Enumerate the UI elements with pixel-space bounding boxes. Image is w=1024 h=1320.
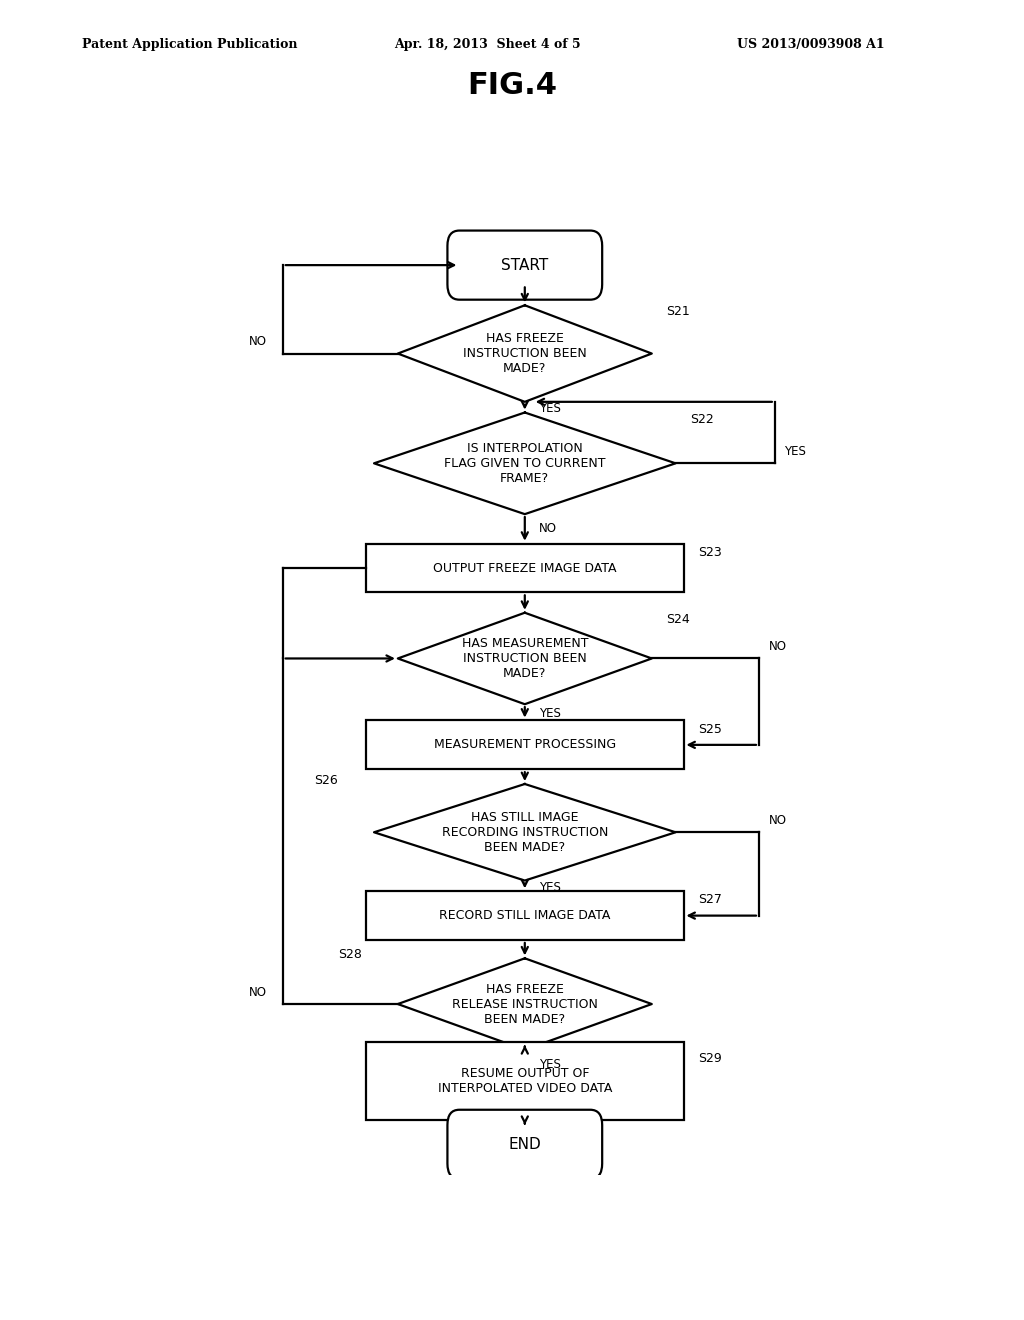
Text: S22: S22 [690,413,714,425]
Text: RESUME OUTPUT OF
INTERPOLATED VIDEO DATA: RESUME OUTPUT OF INTERPOLATED VIDEO DATA [437,1068,612,1096]
Text: START: START [501,257,549,273]
Text: YES: YES [784,445,806,458]
Text: Patent Application Publication: Patent Application Publication [82,38,297,51]
Text: YES: YES [539,403,561,416]
Text: NO: NO [249,335,267,348]
Text: Apr. 18, 2013  Sheet 4 of 5: Apr. 18, 2013 Sheet 4 of 5 [394,38,581,51]
Text: NO: NO [249,986,267,999]
Polygon shape [397,612,652,704]
Text: RECORD STILL IMAGE DATA: RECORD STILL IMAGE DATA [439,909,610,923]
Text: US 2013/0093908 A1: US 2013/0093908 A1 [737,38,885,51]
Text: S28: S28 [338,948,362,961]
FancyBboxPatch shape [447,1110,602,1179]
Polygon shape [397,958,652,1049]
Text: END: END [509,1137,541,1152]
Text: HAS MEASUREMENT
INSTRUCTION BEEN
MADE?: HAS MEASUREMENT INSTRUCTION BEEN MADE? [462,638,588,680]
Text: HAS FREEZE
RELEASE INSTRUCTION
BEEN MADE?: HAS FREEZE RELEASE INSTRUCTION BEEN MADE… [452,982,598,1026]
Text: S27: S27 [697,894,722,907]
Text: OUTPUT FREEZE IMAGE DATA: OUTPUT FREEZE IMAGE DATA [433,561,616,574]
Text: S25: S25 [697,722,722,735]
Bar [367,1043,684,1121]
Text: YES: YES [539,708,561,721]
Text: NO: NO [768,814,786,828]
Text: NO: NO [539,523,557,536]
Bar [367,891,684,940]
Text: S24: S24 [666,612,690,626]
Bar [367,544,684,593]
Polygon shape [374,784,676,880]
Text: HAS FREEZE
INSTRUCTION BEEN
MADE?: HAS FREEZE INSTRUCTION BEEN MADE? [463,333,587,375]
Text: S21: S21 [666,305,690,318]
Text: FIG.4: FIG.4 [467,71,557,100]
Text: HAS STILL IMAGE
RECORDING INSTRUCTION
BEEN MADE?: HAS STILL IMAGE RECORDING INSTRUCTION BE… [441,810,608,854]
Polygon shape [397,305,652,401]
FancyBboxPatch shape [447,231,602,300]
Text: NO: NO [768,640,786,653]
Text: MEASUREMENT PROCESSING: MEASUREMENT PROCESSING [434,738,615,751]
Bar [367,721,684,770]
Polygon shape [374,412,676,515]
Text: YES: YES [539,1059,561,1071]
Text: YES: YES [539,880,561,894]
Text: S23: S23 [697,545,722,558]
Text: IS INTERPOLATION
FLAG GIVEN TO CURRENT
FRAME?: IS INTERPOLATION FLAG GIVEN TO CURRENT F… [444,442,605,484]
Text: S26: S26 [314,774,338,787]
Text: S29: S29 [697,1052,722,1065]
